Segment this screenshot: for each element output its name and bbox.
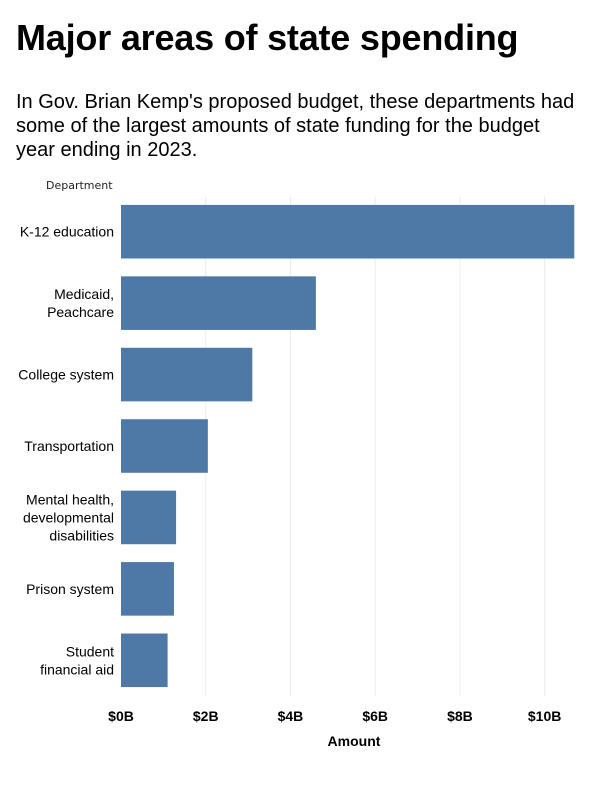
category-label: Transportation xyxy=(24,438,114,454)
chart-title: Major areas of state spending xyxy=(16,17,519,58)
category-label: Mental health, developmental disabilities xyxy=(23,491,114,543)
x-tick-label: $10B xyxy=(528,708,561,724)
x-tick-label: $6B xyxy=(362,708,388,724)
category-label: Prison system xyxy=(26,581,114,597)
bar xyxy=(121,419,208,473)
category-label: K-12 education xyxy=(20,224,114,240)
bar xyxy=(121,276,316,330)
bar-chart: K-12 education Medicaid, Peachcare College … xyxy=(0,170,600,770)
x-tick-label: $8B xyxy=(447,708,473,724)
category-label: College system xyxy=(18,367,114,383)
category-labels: K-12 education Medicaid, Peachcare College … xyxy=(18,224,114,678)
bars xyxy=(121,204,575,688)
x-axis-title: Amount xyxy=(328,733,381,749)
gridlines xyxy=(205,196,546,696)
x-axis-ticks: $0B $2B $4B $6B $8B $10B xyxy=(108,708,561,724)
bar xyxy=(121,347,253,402)
category-label: Medicaid, Peachcare xyxy=(47,286,114,320)
bar xyxy=(121,490,177,545)
category-label: Student financial aid xyxy=(40,643,114,677)
bar xyxy=(121,562,174,616)
bar xyxy=(121,633,168,688)
y-axis-title: Department xyxy=(46,179,113,192)
chart-subtitle: In Gov. Brian Kemp's proposed budget, th… xyxy=(16,91,575,161)
x-tick-label: $2B xyxy=(193,708,219,724)
x-tick-label: $4B xyxy=(278,708,304,724)
x-tick-label: $0B xyxy=(108,708,134,724)
bar xyxy=(121,204,575,259)
bar-chart-svg: K-12 education Medicaid, Peachcare College … xyxy=(18,179,575,749)
